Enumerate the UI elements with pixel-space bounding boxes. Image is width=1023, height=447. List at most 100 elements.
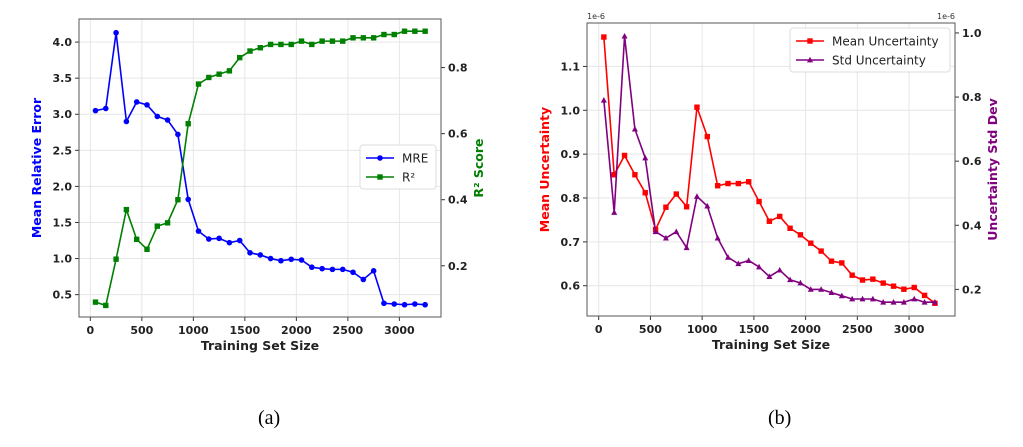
- y2-tick-label: 0.8: [448, 62, 468, 75]
- y-tick-label: 2.5: [53, 144, 73, 157]
- data-point: [611, 172, 617, 178]
- data-point: [236, 237, 243, 244]
- x-tick-label: 500: [639, 323, 662, 336]
- y-tick-label: 3.5: [53, 72, 73, 85]
- data-point: [600, 97, 607, 103]
- data-point: [683, 244, 690, 251]
- data-point: [103, 302, 109, 309]
- data-point: [911, 295, 918, 302]
- data-point: [144, 102, 150, 108]
- data-point: [808, 240, 814, 246]
- data-point: [766, 218, 773, 224]
- data-point: [381, 31, 387, 38]
- data-point: [226, 68, 233, 74]
- data-point: [777, 213, 783, 220]
- y2-tick-label: 1.0: [962, 27, 982, 40]
- data-point: [839, 260, 845, 266]
- series-mre: [92, 29, 428, 308]
- data-point: [92, 299, 99, 305]
- data-point: [849, 295, 856, 302]
- data-point: [412, 28, 418, 34]
- data-point: [911, 284, 917, 291]
- data-point: [859, 295, 866, 302]
- data-point: [921, 299, 928, 305]
- x-tick-label: 500: [130, 324, 153, 337]
- data-point: [391, 31, 397, 38]
- data-point: [257, 252, 264, 258]
- data-point: [746, 179, 752, 185]
- data-point: [391, 301, 398, 307]
- data-point: [267, 41, 274, 48]
- data-point: [113, 256, 119, 262]
- y2-tick-label: 0.4: [448, 194, 468, 207]
- data-point: [818, 248, 824, 254]
- chart-0: 0 500 1000 1500 2000 2500 3000 0.5 1.0 1.5 2.0 2.5 3…: [29, 18, 486, 353]
- y-tick-label: 0.8: [561, 192, 581, 205]
- data-point: [776, 266, 783, 273]
- data-point: [123, 118, 130, 125]
- data-point: [704, 202, 711, 209]
- legend-label: Std Uncertainty: [832, 54, 926, 68]
- y2-axis-label: Uncertainty Std Dev: [985, 98, 1000, 240]
- y-tick-label: 2.0: [53, 180, 73, 193]
- legend: Mean Uncertainty Std Uncertainty: [789, 27, 951, 73]
- data-point: [144, 246, 150, 252]
- data-point: [838, 292, 845, 299]
- y-tick-label: 1.0: [53, 253, 73, 266]
- data-point: [350, 35, 356, 41]
- y2-tick-label: 0.8: [962, 91, 982, 104]
- data-point: [422, 301, 428, 308]
- data-point: [869, 295, 876, 302]
- data-point: [339, 266, 346, 273]
- data-point: [92, 107, 99, 114]
- data-point: [154, 113, 161, 120]
- data-point: [642, 190, 648, 196]
- data-point: [859, 277, 866, 283]
- legend-label: Mean Uncertainty: [832, 35, 939, 49]
- data-point: [931, 299, 938, 305]
- data-point: [309, 264, 315, 271]
- data-point: [828, 258, 835, 264]
- data-point: [422, 28, 428, 34]
- data-point: [611, 209, 618, 215]
- y-axis-label: Mean Relative Error: [29, 97, 44, 238]
- y2-tick-label: 0.6: [448, 128, 468, 141]
- y-tick-label: 1.5: [53, 216, 73, 229]
- data-point: [694, 104, 700, 110]
- series-std-uncertainty: [600, 32, 938, 305]
- x-axis-label: Training Set Size: [201, 338, 319, 353]
- data-point: [735, 180, 742, 187]
- data-point: [298, 257, 305, 263]
- data-point: [662, 234, 669, 241]
- x-tick-label: 1000: [687, 323, 718, 336]
- series-mean-uncertainty: [601, 34, 938, 306]
- data-point: [880, 299, 887, 305]
- data-point: [154, 223, 160, 229]
- data-point: [237, 54, 243, 61]
- data-point: [714, 183, 721, 189]
- legend-marker: [377, 155, 383, 161]
- data-point: [401, 28, 408, 34]
- data-point: [329, 266, 336, 273]
- data-point: [329, 38, 336, 44]
- data-point: [278, 257, 284, 264]
- data-point: [693, 193, 700, 199]
- y-axis-label: Mean Uncertainty: [537, 107, 552, 232]
- data-point: [756, 198, 762, 205]
- plot-frame: [78, 18, 442, 318]
- data-point: [601, 34, 607, 40]
- data-point: [870, 276, 876, 282]
- x-tick-label: 1500: [230, 324, 261, 337]
- data-point: [652, 228, 659, 235]
- data-point: [133, 236, 140, 243]
- data-point: [319, 265, 325, 272]
- series-r-: [92, 28, 428, 309]
- data-point: [370, 268, 377, 274]
- data-point: [340, 38, 346, 44]
- data-point: [807, 286, 814, 292]
- chart-1: 0 500 1000 1500 2000 2500 3000 0.6 0.7 0.8 0.9 1.0 1…: [537, 12, 1000, 352]
- data-point: [247, 48, 253, 54]
- data-point: [216, 235, 222, 242]
- data-point: [412, 301, 418, 307]
